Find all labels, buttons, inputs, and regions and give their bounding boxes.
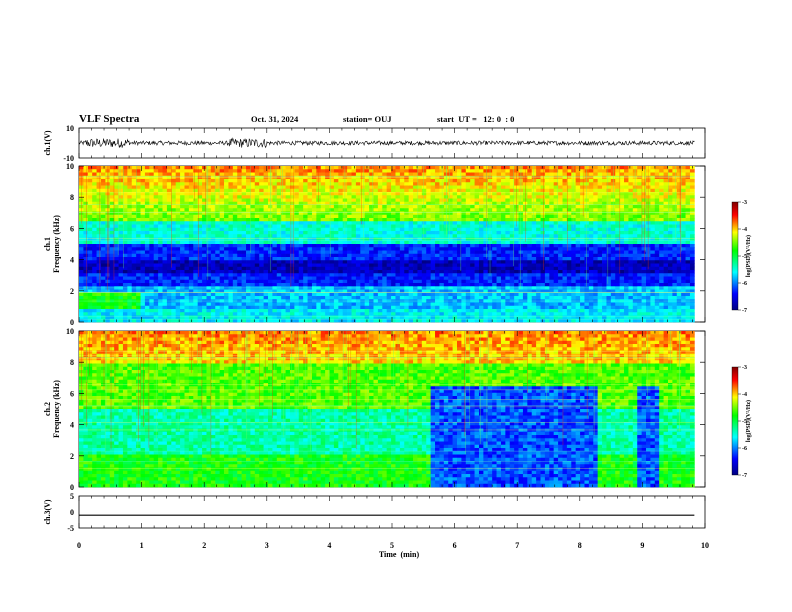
- ch3-waveform-ylabel: ch.3(V): [43, 499, 52, 524]
- ch1-spectrogram-ytick-8: 8: [70, 193, 74, 202]
- x-tick-6: 6: [453, 541, 457, 550]
- ch1-colorbar-tick-m6: -6: [742, 281, 747, 287]
- ch2-colorbar-tick-m7: -7: [742, 473, 747, 479]
- figure-title: VLF Spectra: [79, 113, 140, 125]
- ch1-colorbar: -3 -4 -5 -6 -7 log(PSD)(V²/Hz): [731, 200, 752, 314]
- ch1-spectrogram-ylabel-line2: Frequency (kHz): [52, 215, 61, 273]
- ch3-ytick-mid: 0: [70, 508, 74, 517]
- ch2-spectrogram-panel: 0 2 4 6 8 10 ch.2 Frequency (kHz): [43, 327, 706, 492]
- ch2-colorbar-label: log(PSD)(V²/Hz): [745, 400, 752, 442]
- ch2-spectrogram-ylabel-line1: ch.2: [43, 402, 52, 416]
- x-tick-7: 7: [515, 541, 519, 550]
- ch1-colorbar-label: log(PSD)(V²/Hz): [745, 235, 752, 277]
- ch1-waveform-ylabel: ch.1(V): [43, 130, 52, 155]
- ch1-spectrogram-ytick-0: 0: [70, 318, 74, 327]
- x-tick-9: 9: [640, 541, 644, 550]
- x-tick-2: 2: [202, 541, 206, 550]
- ch1-spectrogram-ytick-4: 4: [70, 256, 74, 265]
- ch1-spectrogram-image: [79, 166, 695, 323]
- ch1-spectrogram-ytick-2: 2: [70, 287, 74, 296]
- ch1-spectrogram-panel: 0 2 4 6 8 10 ch.1 Frequency (kHz): [43, 162, 706, 327]
- ch2-colorbar: -3 -4 -5 -6 -7 log(PSD)(V²/Hz): [731, 365, 752, 479]
- ch2-spectrogram-ytick-8: 8: [70, 358, 74, 367]
- ch2-spectrogram-image: [79, 331, 695, 488]
- ch2-spectrogram-ytick-4: 4: [70, 421, 74, 430]
- x-tick-0: 0: [77, 541, 81, 550]
- x-tick-1: 1: [140, 541, 144, 550]
- ch3-ytick-top: 5: [70, 492, 74, 501]
- ch1-colorbar-tick-m3: -3: [742, 200, 747, 206]
- ch1-spectrogram-ytick-6: 6: [70, 224, 74, 233]
- x-axis-ticks: 0 1 2 3 4 5 6 7 8 9 10: [77, 128, 709, 550]
- x-tick-4: 4: [327, 541, 331, 550]
- ch1-spectrogram-ylabel-line1: ch.1: [43, 237, 52, 251]
- figure-station: station= OUJ: [343, 114, 392, 124]
- ch2-colorbar-tick-m4: -4: [742, 392, 747, 398]
- ch2-colorbar-tick-m3: -3: [742, 365, 747, 371]
- ch2-spectrogram-ytick-0: 0: [70, 483, 74, 492]
- ch1-waveform-panel: 10 -10 ch.1(V): [43, 124, 706, 163]
- ch3-waveform-panel: 5 0 -5 ch.3(V): [43, 492, 706, 533]
- ch2-colorbar-tick-m5: -5: [742, 419, 747, 425]
- ch2-spectrogram-ytick-6: 6: [70, 389, 74, 398]
- x-tick-5: 5: [390, 541, 394, 550]
- x-tick-8: 8: [578, 541, 582, 550]
- x-tick-10: 10: [701, 541, 709, 550]
- x-axis-label: Time (min): [379, 550, 420, 559]
- ch1-colorbar-tick-m5: -5: [742, 254, 747, 260]
- ch1-ytick-bottom: -10: [63, 154, 74, 163]
- ch1-colorbar-tick-m4: -4: [742, 227, 747, 233]
- ch1-colorbar-tick-m7: -7: [742, 308, 747, 314]
- ch2-spectrogram-ytick-2: 2: [70, 452, 74, 461]
- ch1-spectrogram-ytick-10: 10: [66, 162, 74, 171]
- x-tick-3: 3: [265, 541, 269, 550]
- ch1-waveform-line: [78, 137, 695, 149]
- ch1-ytick-top: 10: [66, 124, 74, 133]
- ch2-spectrogram-ylabel-line2: Frequency (kHz): [52, 380, 61, 438]
- figure-date: Oct. 31, 2024: [251, 114, 299, 124]
- ch2-spectrogram-ytick-10: 10: [66, 327, 74, 336]
- ch3-ytick-bottom: -5: [67, 524, 74, 533]
- figure-start-time: start UT = 12: 0 : 0: [437, 114, 514, 124]
- ch2-colorbar-tick-m6: -6: [742, 446, 747, 452]
